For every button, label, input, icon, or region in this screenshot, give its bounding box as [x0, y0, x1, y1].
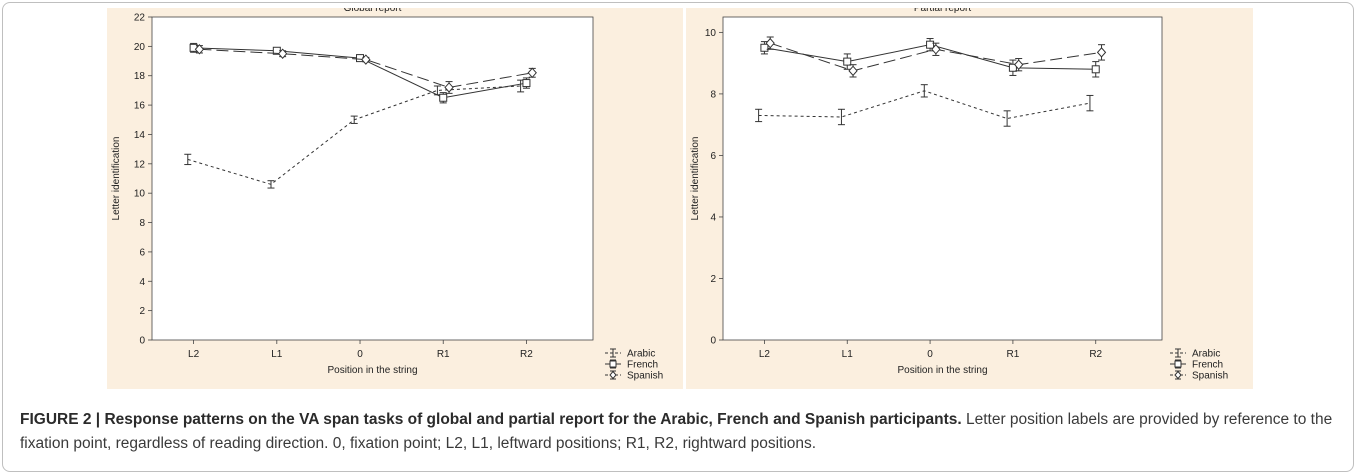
chart-title: Global report — [344, 8, 402, 14]
figure-label: FIGURE 2 | — [20, 411, 105, 428]
legend-label-spanish: Spanish — [1192, 371, 1228, 382]
data-point-spanish — [931, 44, 941, 55]
chart-panel-global: Global report 0 2 4 6 8 10 12 14 16 18 20 22 L2 L1 0 R1 R… — [107, 8, 683, 389]
y-tick-label: 10 — [134, 189, 146, 200]
legend-label-french: French — [1192, 360, 1223, 371]
data-point-spanish — [277, 48, 288, 59]
data-point-spanish — [527, 67, 537, 79]
error-bar-arabic — [920, 84, 928, 98]
y-tick-label: 2 — [139, 306, 145, 317]
x-tick-label: R2 — [1089, 349, 1102, 360]
data-point-french — [522, 79, 531, 88]
plot-area — [151, 16, 594, 341]
data-point-spanish — [1014, 59, 1024, 70]
y-tick-label: 16 — [134, 101, 146, 112]
chart-partial-report: Partial report 0 2 4 6 8 10 L2 L1 0 R1 R2 Position i… — [690, 8, 1228, 382]
y-tick-label: 6 — [710, 151, 716, 162]
figure-caption-title: Response patterns on the VA span tasks o… — [104, 411, 962, 428]
data-point-spanish — [765, 37, 775, 49]
x-tick-label: L2 — [188, 349, 200, 360]
y-tick-label: 8 — [139, 218, 145, 229]
y-tick-label: 0 — [710, 336, 716, 347]
data-point-french — [843, 57, 852, 66]
x-tick-label: R2 — [520, 349, 533, 360]
error-bar-arabic — [1003, 110, 1011, 127]
x-tick-label: L2 — [759, 349, 771, 360]
legend-label-arabic: Arabic — [627, 349, 655, 360]
x-tick-label: R1 — [1007, 349, 1020, 360]
legend-label-spanish: Spanish — [627, 371, 663, 382]
y-tick-label: 20 — [134, 42, 146, 53]
data-point-spanish — [194, 44, 205, 55]
x-axis-label: Position in the string — [327, 365, 417, 376]
y-tick-label: 12 — [134, 159, 146, 170]
data-point-french — [1008, 63, 1017, 72]
data-point-french — [760, 43, 769, 52]
y-tick-label: 4 — [139, 277, 145, 288]
error-bar-arabic — [267, 180, 275, 189]
figure-caption-body: Letter position labels are provided by r… — [20, 411, 1333, 452]
x-tick-label: L1 — [271, 349, 283, 360]
x-tick-label: R1 — [437, 349, 450, 360]
y-tick-label: 8 — [710, 89, 716, 100]
y-tick-label: 0 — [139, 336, 145, 347]
series-line-spanish — [199, 48, 533, 88]
y-tick-label: 18 — [134, 71, 146, 82]
data-point-spanish — [1096, 47, 1107, 58]
x-tick-label: 0 — [357, 349, 363, 360]
x-axis-label: Position in the string — [897, 365, 987, 376]
chart-panel-partial: Partial report 0 2 4 6 8 10 L2 L1 0 R1 R2 Position i… — [686, 8, 1253, 389]
x-tick-label: 0 — [927, 349, 933, 360]
error-bar-arabic — [837, 108, 845, 126]
data-point-spanish — [361, 54, 371, 65]
plot-area — [722, 16, 1163, 341]
y-tick-label: 4 — [710, 212, 716, 223]
y-tick-label: 22 — [134, 13, 146, 24]
y-tick-label: 6 — [139, 247, 145, 258]
y-axis-label: Letter identification — [690, 137, 701, 221]
legend-marker-french — [1174, 360, 1182, 368]
y-tick-label: 14 — [134, 130, 146, 141]
y-tick-label: 10 — [705, 28, 717, 39]
figure-caption: FIGURE 2 | Response patterns on the VA s… — [20, 408, 1340, 456]
legend-marker-spanish — [609, 370, 617, 380]
legend-label-french: French — [627, 360, 658, 371]
error-bar-arabic — [1086, 94, 1094, 112]
y-axis-label: Letter identification — [111, 137, 122, 221]
y-tick-label: 2 — [710, 274, 716, 285]
data-point-french — [1091, 65, 1100, 74]
legend-label-arabic: Arabic — [1192, 349, 1220, 360]
data-point-spanish — [848, 65, 858, 77]
chart-global-report: Global report 0 2 4 6 8 10 12 14 16 18 20 22 L2 L1 0 R1 R… — [111, 8, 663, 382]
data-point-french — [439, 93, 448, 102]
error-bar-arabic — [350, 115, 358, 124]
data-point-french — [926, 40, 935, 49]
x-tick-label: L1 — [842, 349, 854, 360]
legend-marker-french — [609, 360, 617, 368]
error-bar-arabic — [184, 153, 192, 166]
chart-title: Partial report — [914, 8, 971, 14]
error-bar-arabic — [755, 108, 763, 123]
legend-marker-spanish — [1174, 370, 1182, 380]
data-point-spanish — [444, 82, 454, 93]
